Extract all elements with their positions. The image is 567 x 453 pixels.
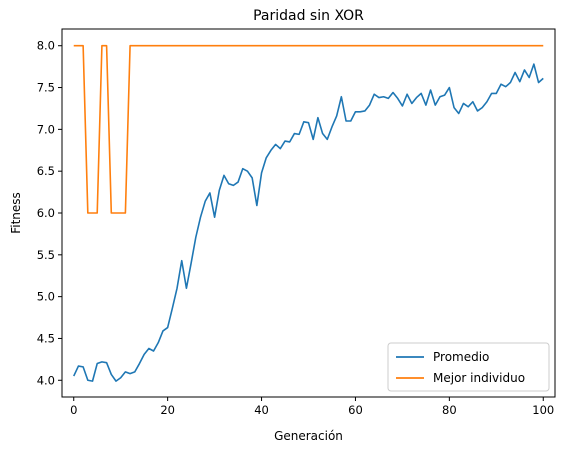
chart-title: Paridad sin XOR (253, 8, 364, 24)
y-axis-label: Fitness (9, 192, 23, 234)
legend-label: Promedio (433, 350, 489, 364)
x-tick-label: 0 (70, 403, 77, 417)
y-tick-label: 6.5 (37, 164, 55, 178)
legend-box (387, 342, 550, 392)
legend: Promedio Mejor individuo (387, 342, 550, 392)
y-tick-label: 4.5 (37, 331, 55, 345)
x-tick-label: 80 (442, 403, 457, 417)
y-tick-label: 5.5 (37, 248, 55, 262)
legend-label: Mejor individuo (433, 371, 525, 385)
series-lines (73, 44, 544, 382)
x-tick-label: 40 (254, 403, 269, 417)
x-tick-label: 100 (532, 403, 554, 417)
x-axis-label: Generación (274, 429, 343, 443)
y-tick-label: 7.0 (37, 122, 55, 136)
y-tick-label: 7.5 (37, 81, 55, 95)
series-line-mejor-individuo (73, 44, 544, 214)
x-tick-label: 60 (348, 403, 363, 417)
y-tick-label: 5.0 (37, 290, 55, 304)
y-axis: 4.0 4.5 5.0 5.5 6.0 6.5 7.0 7.5 8.0 (37, 39, 62, 387)
series-line-promedio (73, 63, 544, 382)
y-tick-label: 8.0 (37, 39, 55, 53)
x-tick-label: 20 (160, 403, 175, 417)
x-axis: 0 20 40 60 80 100 (70, 397, 554, 417)
plot-area (61, 28, 556, 398)
y-tick-label: 4.0 (37, 373, 55, 387)
y-tick-label: 6.0 (37, 206, 55, 220)
